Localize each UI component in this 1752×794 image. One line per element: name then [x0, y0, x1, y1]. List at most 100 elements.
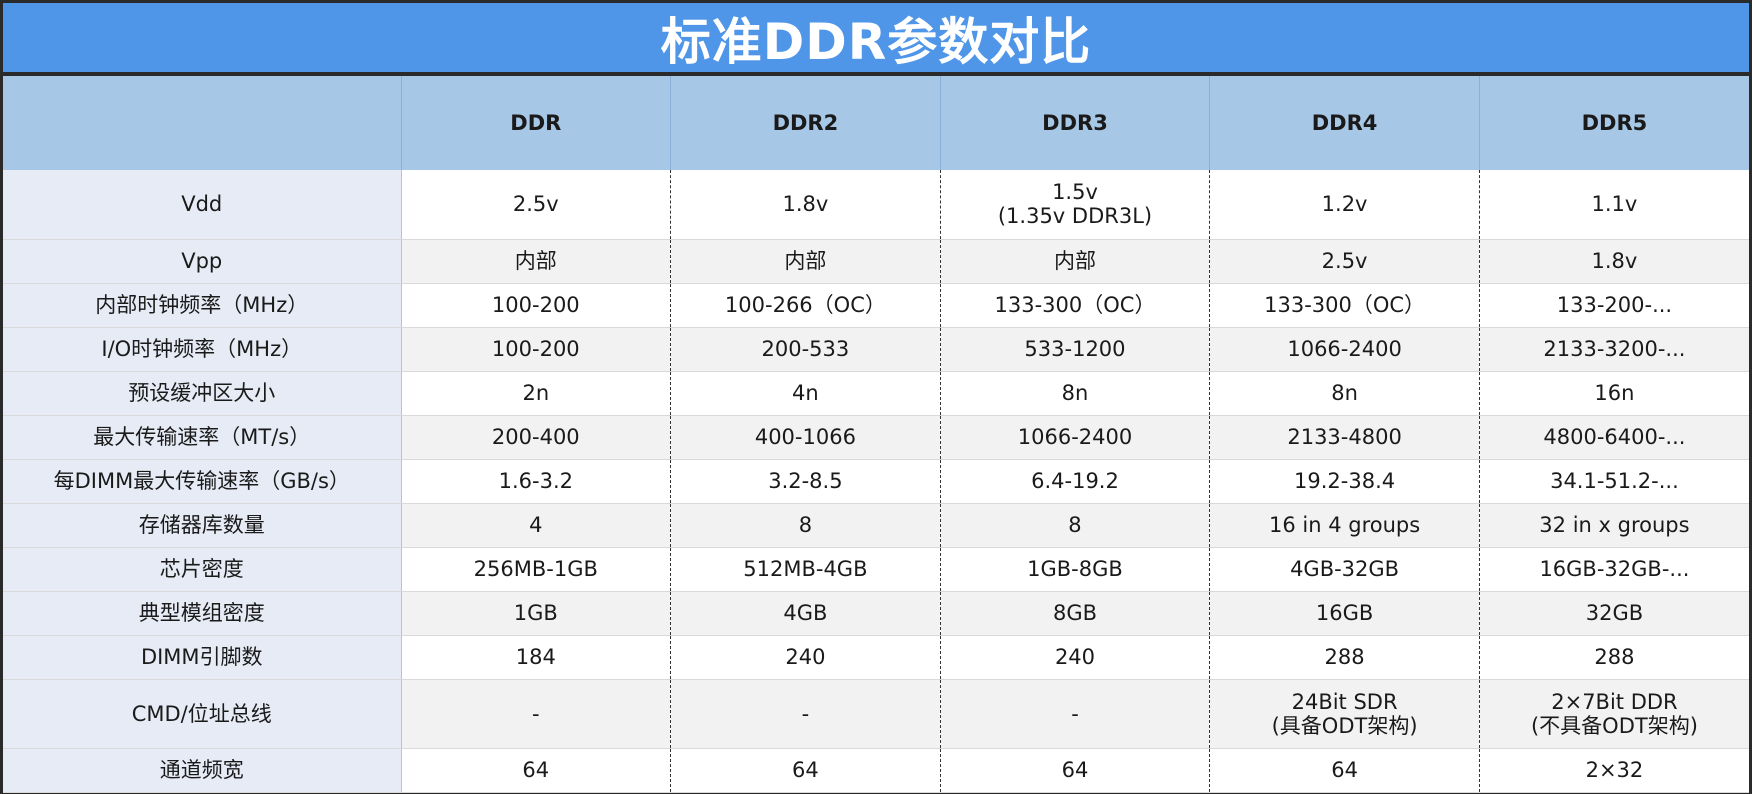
value-cell: 2133-4800: [1209, 415, 1480, 460]
row-label: CMD/位址总线: [3, 679, 402, 749]
value-cell: 1GB-8GB: [939, 547, 1210, 592]
value-cell: 184: [401, 635, 671, 680]
value-text: 240: [1054, 645, 1096, 669]
value-text: 288: [1594, 645, 1635, 669]
table-row: 典型模组密度 1GB 4GB 8GB 16GB 32GB: [3, 591, 1749, 636]
value-text: 1066-2400: [1287, 337, 1402, 361]
row-label: I/O时钟频率（MHz）: [3, 327, 402, 372]
table-row: Vdd 2.5v 1.8v 1.5v (1.35v DDR3L) 1.2v 1.1v: [3, 170, 1749, 240]
value-cell: 内部: [939, 239, 1210, 284]
value-cell: 240: [670, 635, 941, 680]
value-text: 133-300（OC）: [1264, 293, 1426, 317]
value-cell: 240: [939, 635, 1210, 680]
column-header: DDR2: [670, 76, 941, 170]
value-cell: 200-533: [670, 327, 941, 372]
value-text: 16GB-32GB-...: [1539, 557, 1690, 581]
value-text: 288: [1324, 645, 1365, 669]
value-cell: 3.2-8.5: [670, 459, 941, 504]
row-label: Vpp: [3, 239, 402, 284]
value-cell: 2×7Bit DDR (不具备ODT架构): [1478, 679, 1749, 749]
value-text: 34.1-51.2-...: [1550, 469, 1679, 493]
value-text: 8n: [1061, 381, 1089, 405]
column-header: DDR3: [939, 76, 1210, 170]
row-label: DIMM引脚数: [3, 635, 402, 680]
value-text: 24Bit SDR: [1291, 689, 1398, 714]
value-cell: 100-200: [401, 327, 671, 372]
value-text: 1.8v: [782, 192, 829, 217]
table-row: 存储器库数量 4 8 8 16 in 4 groups 32 in x groups: [3, 503, 1749, 548]
value-cell: 1.2v: [1209, 170, 1480, 240]
value-cell: 512MB-4GB: [670, 547, 941, 592]
value-cell: 133-200-...: [1478, 283, 1749, 328]
row-label: 内部时钟频率（MHz）: [3, 283, 402, 328]
value-text: 内部: [514, 249, 557, 273]
value-text: 内部: [1053, 249, 1096, 273]
value-text: 2×7Bit DDR: [1551, 689, 1678, 714]
row-label: 芯片密度: [3, 547, 402, 592]
value-text: 16 in 4 groups: [1268, 513, 1421, 537]
value-text: 8: [1068, 513, 1082, 537]
value-cell: 16GB-32GB-...: [1478, 547, 1749, 592]
value-cell: 1.8v: [1478, 239, 1749, 284]
value-cell: 2×32: [1478, 748, 1749, 793]
value-cell: 4GB: [670, 591, 941, 636]
value-text: 19.2-38.4: [1294, 469, 1396, 493]
value-cell: 2n: [401, 371, 671, 416]
value-cell: 133-300（OC）: [939, 283, 1210, 328]
value-text: 6.4-19.2: [1031, 469, 1119, 493]
value-cell: 1066-2400: [1209, 327, 1480, 372]
value-text: 8GB: [1052, 601, 1097, 625]
value-text: -: [1071, 701, 1079, 726]
value-cell: 4800-6400-...: [1478, 415, 1749, 460]
value-text: 4GB: [783, 601, 828, 625]
value-cell: 8: [939, 503, 1210, 548]
value-text: 8n: [1331, 381, 1358, 405]
value-text: 3.2-8.5: [768, 469, 843, 493]
value-cell: 16n: [1478, 371, 1749, 416]
value-cell: 19.2-38.4: [1209, 459, 1480, 504]
value-cell: 100-200: [401, 283, 671, 328]
value-text: 4: [529, 513, 543, 537]
value-cell: 32 in x groups: [1478, 503, 1749, 548]
header-row: DDR DDR2 DDR3 DDR4 DDR5: [3, 76, 1749, 170]
column-header: DDR4: [1209, 76, 1480, 170]
table-row: Vpp 内部 内部 内部 2.5v 1.8v: [3, 239, 1749, 284]
value-text: 100-200: [491, 293, 580, 317]
value-text: 64: [792, 758, 819, 782]
value-cell: 400-1066: [670, 415, 941, 460]
value-text: 8: [798, 513, 813, 537]
value-cell: 6.4-19.2: [939, 459, 1210, 504]
row-label: 预设缓冲区大小: [3, 371, 402, 416]
value-text: 2×32: [1585, 758, 1644, 782]
value-text: 133-300（OC）: [994, 293, 1156, 317]
row-label: 通道频宽: [3, 748, 402, 793]
value-cell: 133-300（OC）: [1209, 283, 1480, 328]
column-header: DDR5: [1478, 76, 1749, 170]
table-row: I/O时钟频率（MHz） 100-200 200-533 533-1200 1066-2…: [3, 327, 1749, 372]
value-cell: 2.5v: [401, 170, 671, 240]
value-cell: 8n: [1209, 371, 1480, 416]
value-text: 2.5v: [512, 192, 559, 217]
value-text: 200-533: [761, 337, 850, 361]
value-text: 4n: [792, 381, 819, 405]
value-text: 1.8v: [1591, 249, 1638, 273]
value-cell: 64: [670, 748, 941, 793]
value-cell: 34.1-51.2-...: [1478, 459, 1749, 504]
value-cell: 1.6-3.2: [401, 459, 671, 504]
value-cell: 1.5v (1.35v DDR3L): [939, 170, 1210, 240]
value-cell: 4n: [670, 371, 941, 416]
value-text: 1.2v: [1321, 192, 1368, 217]
value-text: 1GB-8GB: [1027, 557, 1123, 581]
value-cell: 100-266（OC）: [670, 283, 941, 328]
value-cell: 64: [1209, 748, 1480, 793]
value-text: 内部: [784, 249, 827, 273]
value-text: (具备ODT架构): [1271, 713, 1418, 738]
value-cell: 4: [401, 503, 671, 548]
value-cell: 16GB: [1209, 591, 1480, 636]
table-row: 内部时钟频率（MHz） 100-200 100-266（OC） 133-300（OC）…: [3, 283, 1749, 328]
value-text: (不具备ODT架构): [1530, 713, 1698, 738]
page-title: 标准DDR参数对比: [3, 3, 1749, 76]
row-label: 每DIMM最大传输速率（GB/s）: [3, 459, 402, 504]
value-text: 2.5v: [1321, 249, 1368, 273]
